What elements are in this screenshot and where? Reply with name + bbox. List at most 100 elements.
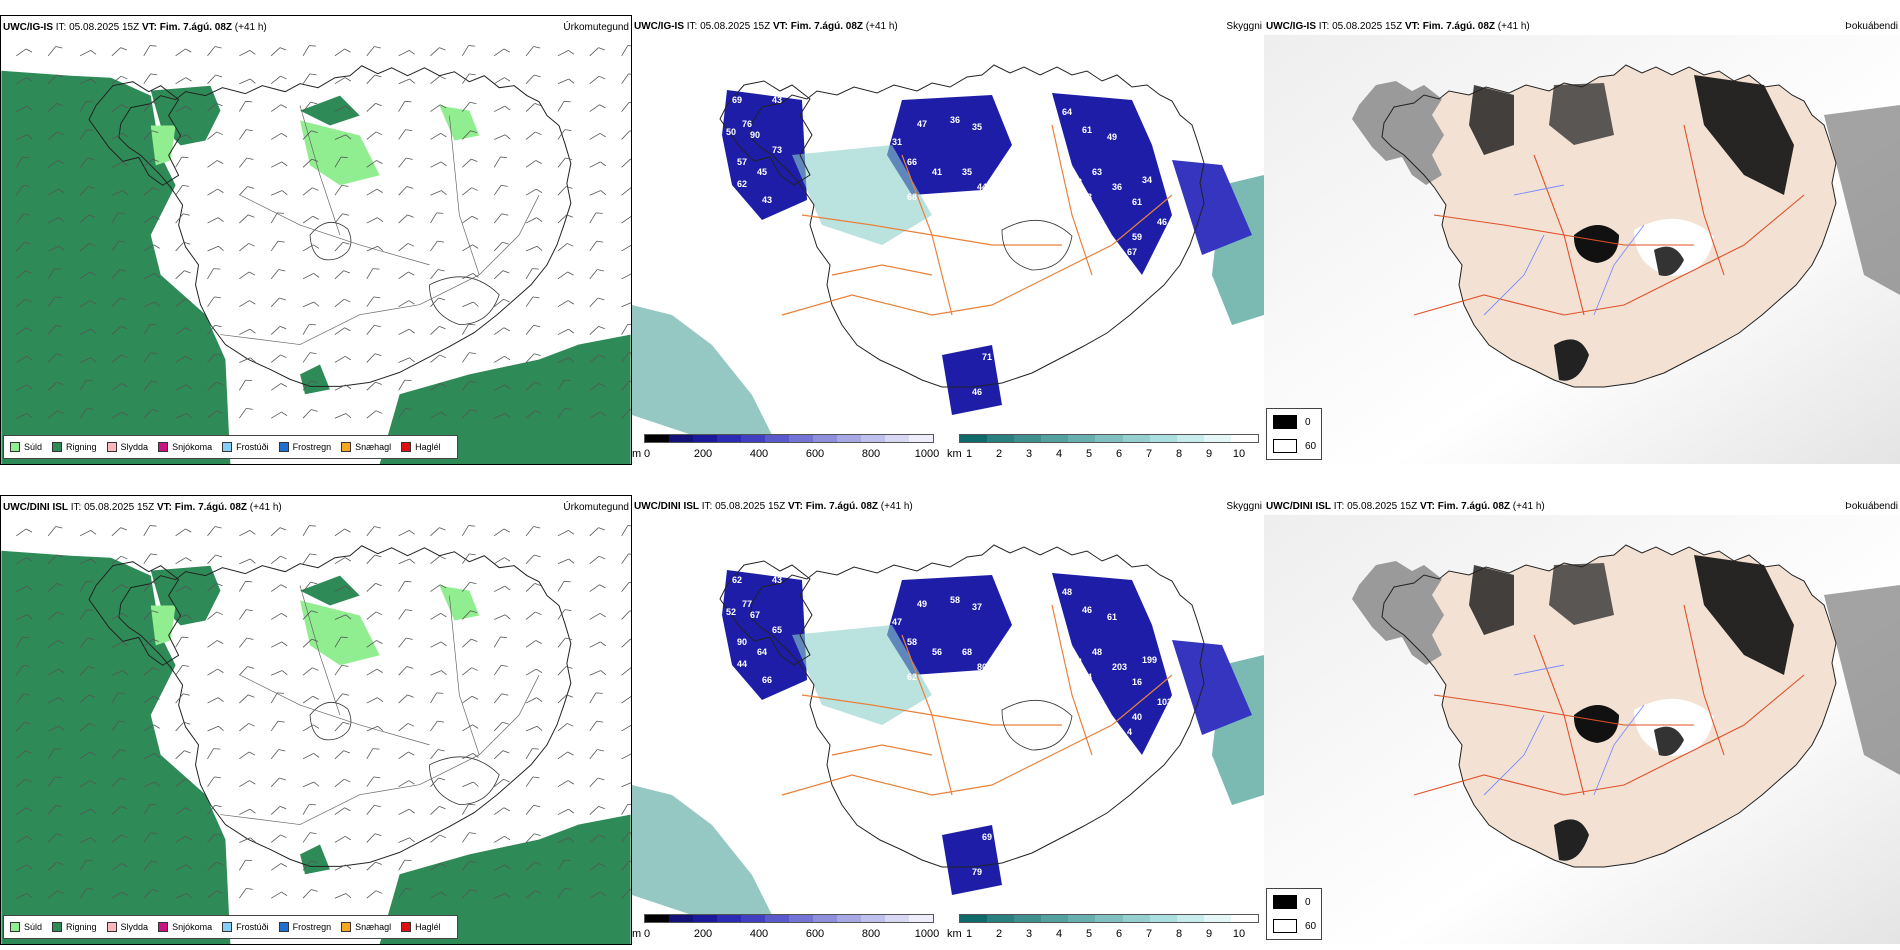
legend-swatch xyxy=(106,922,117,932)
visibility-tick: 4 xyxy=(1055,928,1063,940)
road-network xyxy=(1413,124,1805,316)
ceiling-value-label: 68 xyxy=(907,192,917,202)
panel-header: UWC/IG-IS IT: 05.08.2025 15Z VT: Fim. 7.… xyxy=(634,21,898,32)
coastline-nw xyxy=(88,561,182,666)
rain-area-north2 xyxy=(300,95,360,126)
ceiling-value-label: 71 xyxy=(1027,222,1037,232)
legend-swatch xyxy=(222,442,233,452)
legend-item: Frostúði xyxy=(222,922,269,932)
visibility-tick: 1 xyxy=(965,928,973,940)
drizzle-area-1 xyxy=(300,600,380,666)
legend-item: Frostregn xyxy=(278,922,331,932)
rivers xyxy=(1483,184,1645,316)
legend-swatch xyxy=(158,922,169,932)
visibility-tick: 8 xyxy=(1175,448,1183,460)
precip-legend: Súld Rigning Slydda Snjókoma Frostúði Frostre… xyxy=(3,915,458,939)
ceiling-unit: m xyxy=(632,928,642,940)
legend-label: Slydda xyxy=(120,442,149,452)
land-area-nw xyxy=(1352,561,1444,665)
ceiling-tick: 600 xyxy=(805,928,825,940)
ceiling-value-label: 47 xyxy=(917,119,927,129)
ceiling-value-label: 46 xyxy=(972,387,982,397)
legend-item: Súld xyxy=(10,922,42,932)
fog-dark-north-1 xyxy=(1469,85,1514,155)
ceiling-value-label: 35 xyxy=(670,257,680,267)
ceiling-tick: 200 xyxy=(693,928,713,940)
ceiling-value-label: 103 xyxy=(1157,697,1172,707)
fog-dark-center xyxy=(1573,705,1619,743)
ceiling-value-label: 73 xyxy=(772,145,782,155)
ceiling-value-label: 61 xyxy=(1107,612,1117,622)
ceiling-value-label: 67 xyxy=(750,610,760,620)
vt-label: VT: xyxy=(1404,21,1420,32)
ceiling-value-label: 64 xyxy=(757,647,767,657)
legend-swatch xyxy=(158,442,169,452)
ceiling-visibility-panel: UWC/IG-IS IT: 05.08.2025 15Z VT: Fim. 7.… xyxy=(632,15,1264,464)
product-title: Þokuábendi xyxy=(1845,501,1898,512)
ceiling-unit: m xyxy=(632,448,642,460)
precip-type-map[interactable] xyxy=(1,16,631,464)
ceiling-tick: 400 xyxy=(749,928,769,940)
legend-swatch xyxy=(401,442,412,452)
ceiling-area-ne xyxy=(1052,93,1172,275)
vt-label: VT: xyxy=(1419,501,1435,512)
ceiling-value-label: 43 xyxy=(772,95,782,105)
visibility-colorbar: km 1 2 3 4 5 6 7 8 9 10 xyxy=(947,434,1264,464)
ceiling-value-label: 48 xyxy=(1062,587,1072,597)
visibility-tick: 6 xyxy=(1115,448,1123,460)
visibility-tick: 6 xyxy=(1115,928,1123,940)
ceiling-value-label: 182 xyxy=(962,737,977,747)
fog-legend-swatch xyxy=(1273,919,1297,933)
glacier-outline xyxy=(1001,700,1073,751)
legend-label: Súld xyxy=(24,922,43,932)
visibility-tick: 3 xyxy=(1025,928,1033,940)
drizzle-area-2 xyxy=(150,605,176,646)
fog-indicator-panel: UWC/IG-IS IT: 05.08.2025 15Z VT: Fim. 7.… xyxy=(1264,15,1900,464)
it-value: 05.08.2025 15Z xyxy=(1347,501,1418,512)
coastline-nw xyxy=(719,80,813,186)
fog-indicator-map[interactable] xyxy=(1264,15,1900,464)
legend-item: Haglél xyxy=(401,442,441,452)
it-value: 05.08.2025 15Z xyxy=(700,21,771,32)
vt-label: VT: xyxy=(156,502,172,513)
product-title: Úrkomutegund xyxy=(563,22,629,33)
ceiling-value-label: 54 xyxy=(992,655,1002,665)
legend-label: Súld xyxy=(24,442,43,452)
it-value: 05.08.2025 15Z xyxy=(84,502,155,513)
fog-indicator-panel: UWC/DINI ISL IT: 05.08.2025 15Z VT: Fim.… xyxy=(1264,495,1900,944)
legend-swatch xyxy=(341,442,352,452)
visibility-area-center xyxy=(792,625,932,725)
ceiling-value-label: 45 xyxy=(757,167,767,177)
panel-header: UWC/DINI ISL IT: 05.08.2025 15Z VT: Fim.… xyxy=(3,502,282,513)
rain-area-west xyxy=(1,70,231,464)
glacier-outline-1 xyxy=(309,702,352,741)
road-network xyxy=(781,604,1173,796)
ceiling-area-south xyxy=(942,825,1002,895)
ceiling-value-label: 44 xyxy=(737,659,747,669)
it-label: IT: xyxy=(1333,501,1345,512)
fog-dark-ne xyxy=(1694,75,1794,195)
legend-label: Haglél xyxy=(415,442,441,452)
ceiling-value-label: 203 xyxy=(1112,662,1127,672)
fog-indicator-map[interactable] xyxy=(1264,495,1900,944)
coastline xyxy=(118,65,572,387)
ceiling-tick: 200 xyxy=(693,448,713,460)
fog-dark-south xyxy=(1554,339,1589,381)
legend-item: Frostregn xyxy=(278,442,331,452)
fog-dark-glacier xyxy=(1654,726,1684,756)
rivers xyxy=(1483,664,1645,796)
precip-type-map[interactable] xyxy=(1,496,631,944)
legend-swatch xyxy=(10,922,20,932)
visibility-area-center xyxy=(792,145,932,245)
vt-label: VT: xyxy=(141,22,157,33)
ceiling-value-label: 40 xyxy=(1132,712,1142,722)
ceiling-value-label: 35 xyxy=(962,167,972,177)
ceiling-value-label: 57 xyxy=(737,157,747,167)
ceiling-value-label: 71 xyxy=(982,352,992,362)
ceiling-value-label: 76 xyxy=(742,119,752,129)
ceiling-value-label: 74 xyxy=(1082,672,1092,682)
visibility-tick: 2 xyxy=(995,928,1003,940)
ceiling-value-label: 82 xyxy=(1072,177,1082,187)
